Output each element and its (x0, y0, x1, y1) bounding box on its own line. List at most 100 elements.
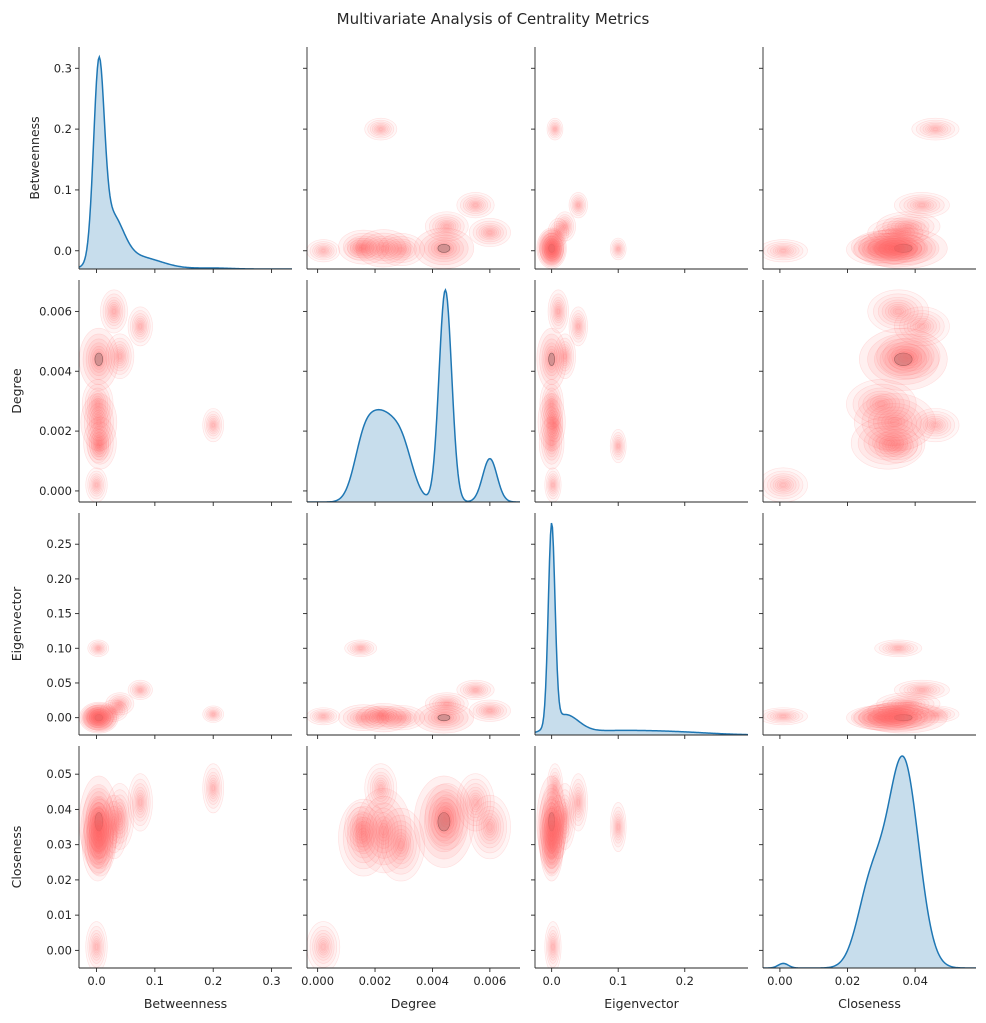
kde-contour (887, 341, 930, 372)
kde-contour (116, 350, 124, 363)
kde-contour (887, 706, 909, 715)
kde-contour (204, 411, 223, 440)
kde-contour (544, 238, 560, 259)
kde-contour (544, 807, 560, 854)
kde-contour (929, 420, 942, 430)
kde-contour (931, 126, 940, 132)
kde-contour (861, 232, 929, 264)
kde-contour (83, 798, 117, 877)
kde-contour (89, 806, 108, 848)
kde-contour (552, 781, 558, 795)
kde-contour (546, 117, 564, 141)
kde-contour (615, 818, 622, 836)
kde-contour (397, 716, 404, 720)
kde-contour (911, 408, 960, 443)
kde-contour (91, 935, 102, 958)
kde-contour (853, 393, 936, 452)
panel-degree-vs-betweenness: 0.000 0.002 0.004 0.006 (39, 280, 292, 506)
kde-contour (424, 211, 469, 242)
kde-contour (776, 247, 790, 254)
kde-contour (573, 315, 584, 338)
kde-contour (118, 353, 122, 360)
kde-contour (93, 835, 102, 855)
kde-contour (890, 305, 907, 318)
kde-contour (92, 395, 104, 413)
kde-contour (775, 246, 792, 255)
kde-contour (94, 714, 99, 719)
kde-contour (868, 428, 909, 458)
kde-contour (872, 431, 904, 455)
kde-contour (892, 441, 905, 451)
kde-contour (853, 229, 936, 268)
kde-contour (556, 229, 561, 236)
kde-contour (540, 232, 564, 264)
kde-contour (107, 705, 121, 716)
kde-contour (127, 306, 153, 347)
kde-contour (915, 411, 955, 440)
kde-contour (376, 711, 386, 717)
kde-contour (131, 783, 149, 822)
kde-contour (482, 816, 497, 838)
kde-contour (767, 243, 800, 259)
kde-contour (872, 397, 891, 411)
kde-contour (467, 685, 484, 695)
kde-contour (557, 341, 573, 372)
kde-contour (551, 222, 566, 243)
kde-contour (349, 642, 372, 655)
kde-contour (925, 417, 946, 433)
x-tick-label: 0.3 (262, 974, 280, 988)
kde-contour (867, 289, 930, 334)
kde-contour (850, 704, 926, 731)
kde-contour (471, 797, 480, 808)
kde-contour (780, 715, 787, 718)
kde-contour (204, 767, 223, 809)
plot-area (79, 763, 225, 968)
kde-contour (912, 200, 932, 210)
kde-contour (541, 814, 562, 875)
kde-contour (475, 805, 504, 849)
kde-contour (92, 832, 104, 857)
kde-contour (547, 832, 556, 857)
kde-contour (548, 933, 558, 961)
kde-contour (877, 703, 919, 719)
kde-contour (561, 221, 569, 232)
kde-contour (396, 715, 406, 721)
kde-contour (899, 310, 945, 343)
kde-contour (83, 416, 117, 470)
kde-contour (545, 390, 559, 418)
panel-eigenvector-vs-degree (303, 513, 520, 739)
kde-contour (866, 393, 897, 415)
kde-contour (394, 714, 408, 722)
kde-contour (480, 705, 499, 716)
x-tick-label: 0.1 (609, 974, 627, 988)
kde-contour (544, 816, 559, 859)
kde-contour (95, 820, 102, 834)
kde-contour (484, 818, 496, 836)
plot-area (79, 54, 292, 269)
kde-contour (95, 401, 100, 408)
kde-contour (932, 127, 939, 131)
x-tick-label: 0.004 (416, 974, 449, 988)
kde-contour (538, 798, 565, 877)
kde-contour (553, 333, 576, 380)
kde-contour (615, 440, 622, 452)
kde-contour (96, 442, 101, 450)
kde-contour (548, 242, 556, 252)
kde-contour (317, 713, 330, 720)
kde-contour (470, 687, 481, 693)
kde-contour (893, 442, 903, 450)
kde-contour (86, 706, 114, 729)
kde-contour (380, 715, 387, 720)
kde-fill-closeness (763, 756, 976, 968)
kde-contour (87, 709, 106, 724)
kde-contour (375, 125, 387, 134)
kde-contour (96, 438, 104, 448)
kde-contour (609, 237, 627, 261)
kde-contour (338, 704, 389, 731)
kde-contour (371, 812, 396, 849)
kde-contour (863, 708, 913, 727)
kde-fill-betweenness (79, 57, 292, 269)
kde-contour (106, 704, 122, 717)
kde-contour (549, 245, 557, 256)
x-tick-label: 0.0 (87, 974, 105, 988)
